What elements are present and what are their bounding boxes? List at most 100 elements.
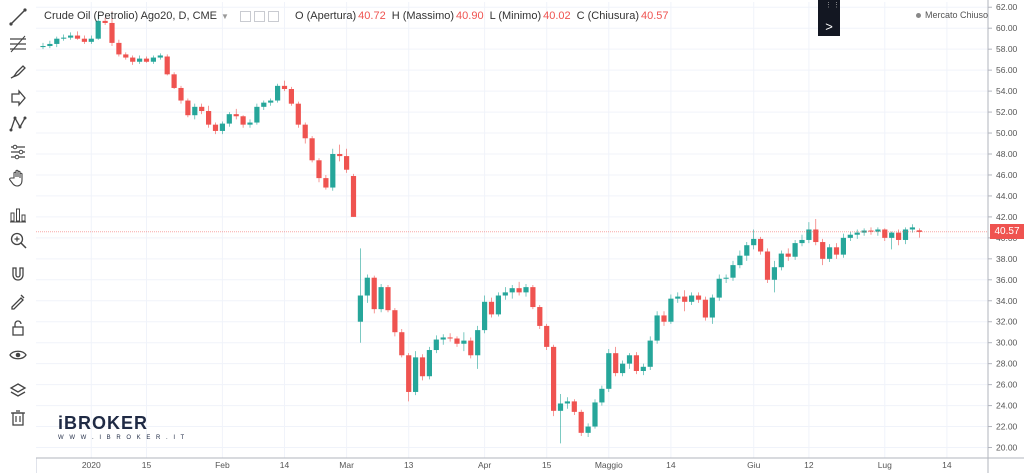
- hand-tool-button[interactable]: [6, 167, 30, 189]
- candle-body: [206, 111, 212, 125]
- arrow-icon: [11, 89, 26, 107]
- candle-body: [889, 232, 895, 238]
- more-mini-button[interactable]: [268, 10, 280, 22]
- candle-body: [419, 357, 426, 377]
- candle-body: [557, 403, 564, 411]
- candle-body: [475, 330, 481, 356]
- candle-body: [744, 245, 750, 256]
- fib-tool-button[interactable]: [6, 33, 30, 55]
- side-panel-toggle-button[interactable]: ⋮⋮ >: [818, 0, 840, 36]
- x-tick-label: 15: [142, 460, 152, 470]
- symbol-title[interactable]: Crude Oil (Petrolio) Ago20, D, CME: [44, 10, 218, 22]
- candle-body: [81, 38, 87, 42]
- candle-body: [357, 295, 363, 322]
- candle-body: [564, 401, 570, 404]
- x-tick-label: 14: [666, 460, 676, 470]
- candle-body: [157, 55, 163, 58]
- candle-body: [854, 232, 860, 235]
- magnet-tool-button[interactable]: [6, 264, 30, 286]
- grip-icon: ⋮⋮: [825, 2, 841, 9]
- settings-mini-button[interactable]: [240, 10, 252, 22]
- candle-body: [896, 232, 902, 240]
- candle-body: [820, 242, 826, 259]
- candle-body: [454, 338, 460, 344]
- magnet-icon: [12, 267, 24, 281]
- drawing-toolbar: [0, 0, 37, 473]
- candle-body: [440, 337, 446, 340]
- candle-body: [233, 114, 239, 117]
- candle-body: [882, 229, 888, 238]
- trash-tool-button[interactable]: [6, 407, 30, 429]
- forecast-icon: [11, 144, 25, 160]
- x-tick-label: Apr: [478, 460, 491, 470]
- candle-body: [868, 230, 874, 232]
- candle-body: [468, 340, 474, 356]
- last-price-label: 40.57: [990, 224, 1024, 240]
- pattern-tool-button[interactable]: [6, 113, 30, 135]
- candle-body: [861, 230, 867, 233]
- pattern-icon: [9, 116, 27, 132]
- arrow-tool-button[interactable]: [6, 87, 30, 109]
- candle-body: [240, 116, 246, 125]
- candle-body: [716, 278, 722, 298]
- eye-tool-button[interactable]: [6, 344, 30, 366]
- candle-body: [530, 287, 536, 308]
- candle-body: [785, 253, 791, 257]
- chevron-right-icon: >: [825, 19, 833, 34]
- candle-body: [316, 160, 322, 179]
- candle-body: [288, 89, 294, 104]
- candle-body: [192, 106, 198, 116]
- plot-area[interactable]: [36, 0, 988, 458]
- candle-body: [406, 355, 412, 392]
- candle-body: [309, 138, 315, 161]
- candle-body: [433, 339, 439, 351]
- candle-body: [488, 301, 495, 315]
- candle-body: [461, 340, 467, 344]
- unlock-icon: [12, 320, 24, 336]
- x-tick-label: Giu: [747, 460, 761, 470]
- logo-wordmark: iBROKER: [58, 413, 149, 433]
- chevron-down-icon[interactable]: ▼: [221, 11, 229, 21]
- candle-body: [847, 234, 853, 238]
- candle-body: [164, 56, 170, 75]
- y-tick-label: 36.00: [996, 275, 1018, 285]
- y-tick-label: 24.00: [996, 401, 1018, 411]
- brush-tool-button[interactable]: [6, 60, 30, 82]
- hide-mini-button[interactable]: [254, 10, 266, 22]
- candle-body: [902, 229, 909, 240]
- candle-body: [495, 295, 501, 315]
- market-status-text: Mercato Chiuso: [924, 10, 988, 20]
- hand-icon: [9, 169, 23, 187]
- candle-body: [61, 37, 67, 39]
- lock-drawing-tool-button[interactable]: [6, 290, 30, 312]
- unlock-tool-button[interactable]: [6, 317, 30, 339]
- candle-body: [833, 247, 840, 255]
- y-tick-label: 56.00: [996, 65, 1018, 75]
- trendline-tool-button[interactable]: [6, 6, 30, 28]
- candle-body: [40, 46, 46, 48]
- candle-body: [247, 122, 253, 125]
- candle-body: [344, 156, 350, 170]
- candle-body: [640, 366, 646, 371]
- forecast-tool-button[interactable]: [6, 141, 30, 163]
- candle-body: [778, 253, 784, 268]
- y-tick-label: 52.00: [996, 107, 1018, 117]
- candle-body: [219, 123, 225, 131]
- indicators-tool-button[interactable]: [6, 203, 30, 225]
- zoom-tool-button[interactable]: [6, 229, 30, 251]
- candle-body: [737, 255, 743, 266]
- lock-drawing-icon: [11, 294, 25, 310]
- layers-tool-button[interactable]: [6, 380, 30, 402]
- x-tick-label: Lug: [878, 460, 892, 470]
- candle-body: [647, 340, 653, 367]
- y-tick-label: 58.00: [996, 44, 1018, 54]
- candle-body: [620, 363, 626, 374]
- candle-body: [613, 353, 619, 374]
- candle-body: [330, 154, 336, 188]
- candle-body: [150, 57, 156, 62]
- candle-body: [385, 287, 391, 311]
- status-dot-icon: [915, 12, 921, 18]
- candle-body: [654, 315, 660, 341]
- y-tick-label: 34.00: [996, 296, 1018, 306]
